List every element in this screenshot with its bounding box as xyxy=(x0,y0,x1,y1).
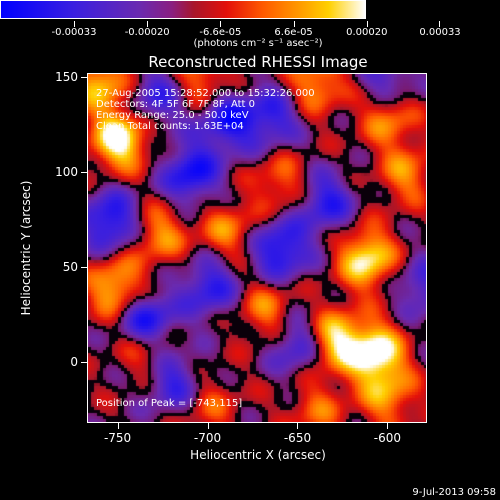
x-axis-tick-label: -700 xyxy=(193,431,222,445)
peak-position: Position of Peak = [-743,115] xyxy=(96,398,243,409)
colorbar-tick xyxy=(74,21,75,27)
info-time-range: 27-Aug-2005 15:28:52.000 to 15:32:26.000 xyxy=(96,88,315,99)
heatmap-image[interactable] xyxy=(88,74,426,422)
info-energy-range: Energy Range: 25.0 - 50.0 keV xyxy=(96,110,249,121)
colorbar-units: (photons cm⁻² s⁻¹ asec⁻²) xyxy=(193,38,323,49)
image-plot-area[interactable]: 27-Aug-2005 15:28:52.000 to 15:32:26.000… xyxy=(87,73,427,423)
plot-title: Reconstructed RHESSI Image xyxy=(148,53,368,71)
y-axis-tick xyxy=(81,76,87,78)
x-axis-tick-label: -750 xyxy=(103,431,132,445)
y-axis-label: Heliocentric Y (arcsec) xyxy=(19,180,33,316)
colorbar-tick xyxy=(147,21,149,27)
colorbar-tick xyxy=(439,21,440,27)
colorbar-tick-label: 6.6e-05 xyxy=(274,27,313,38)
x-axis-tick xyxy=(387,423,389,429)
y-axis-tick xyxy=(81,362,87,364)
colorbar xyxy=(0,0,366,19)
footer-timestamp: 9-Jul-2013 09:58 xyxy=(412,487,496,498)
x-axis-tick xyxy=(117,423,119,429)
x-axis-tick xyxy=(297,423,299,429)
colorbar-tick xyxy=(220,21,222,27)
x-axis-tick-label: -600 xyxy=(373,431,402,445)
colorbar-tick-label: -6.6e-05 xyxy=(199,27,242,38)
x-axis-tick xyxy=(207,423,209,429)
y-axis-tick xyxy=(81,171,87,173)
colorbar-tick-label: 0.00020 xyxy=(346,27,388,38)
colorbar-tick-label: -0.00033 xyxy=(51,27,97,38)
y-axis-tick-label: 100 xyxy=(55,164,78,179)
colorbar-tick xyxy=(366,21,368,27)
info-total-counts: Clean Total counts: 1.63E+04 xyxy=(96,121,244,132)
y-axis-tick-label: 0 xyxy=(70,355,78,370)
x-axis-tick-label: -650 xyxy=(283,431,312,445)
x-axis-label: Heliocentric X (arcsec) xyxy=(190,448,326,462)
y-axis-tick-label: 150 xyxy=(55,69,78,84)
info-detectors: Detectors: 4F 5F 6F 7F 8F, Att 0 xyxy=(96,99,256,110)
y-axis-tick-label: 50 xyxy=(62,260,78,275)
y-axis-tick xyxy=(81,267,87,269)
colorbar-tick-label: -0.00020 xyxy=(124,27,170,38)
colorbar-tick-label: 0.00033 xyxy=(419,27,461,38)
colorbar-tick xyxy=(293,21,295,27)
